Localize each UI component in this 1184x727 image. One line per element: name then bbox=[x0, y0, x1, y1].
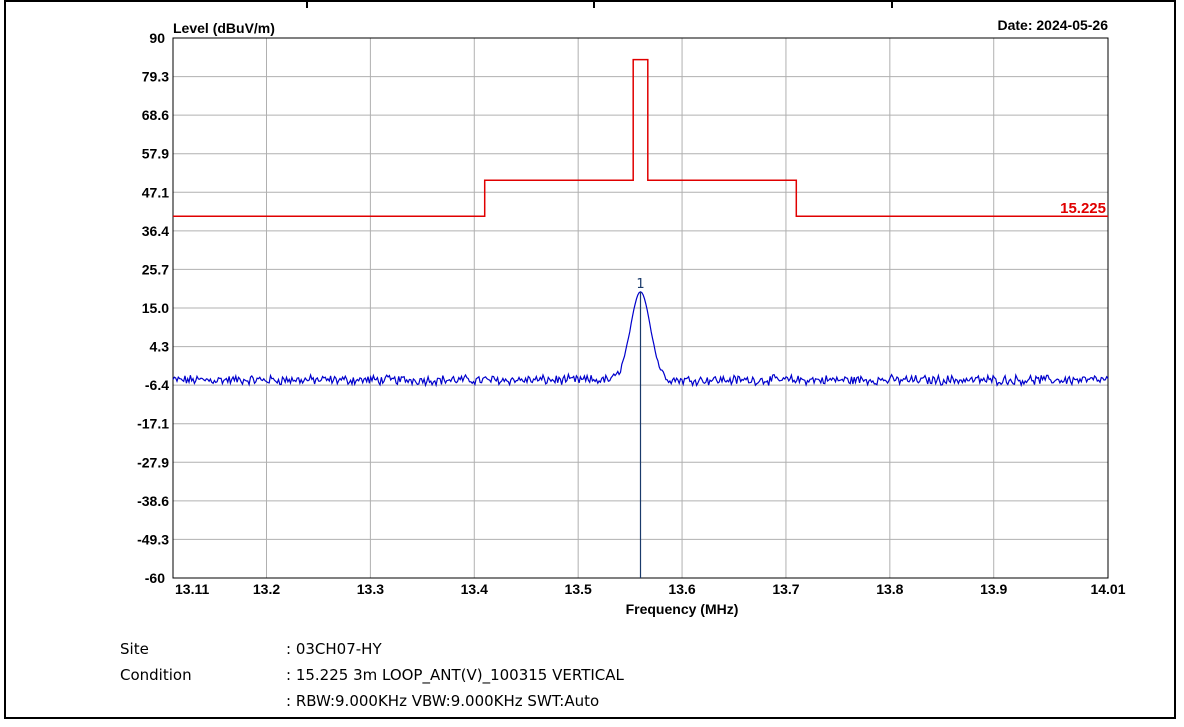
y-tick-label: 47.1 bbox=[142, 184, 169, 200]
x-tick-label: 13.9 bbox=[980, 581, 1007, 597]
y-tick-label: 36.4 bbox=[142, 223, 169, 239]
limit-label: 15.225 bbox=[1060, 200, 1106, 217]
x-tick-label: 13.2 bbox=[253, 581, 280, 597]
x-tick-label: 13.8 bbox=[876, 581, 903, 597]
y-tick-label: -38.6 bbox=[137, 493, 169, 509]
top-divider bbox=[593, 0, 595, 8]
condition-label: Condition bbox=[120, 666, 192, 684]
limit-line bbox=[173, 58, 1108, 217]
top-divider bbox=[306, 0, 308, 8]
x-axis-title: Frequency (MHz) bbox=[626, 601, 739, 617]
y-tick-labels: 90 79.3 68.6 57.9 47.1 36.4 25.7 15.0 4.3 -6.4 -17… bbox=[137, 30, 169, 586]
report-frame bbox=[4, 0, 1176, 719]
x-tick-label: 13.7 bbox=[772, 581, 799, 597]
x-tick-label: 14.01 bbox=[1090, 581, 1125, 597]
y-tick-label: 15.0 bbox=[142, 300, 169, 316]
settings-value: : RBW:9.000KHz VBW:9.000KHz SWT:Auto bbox=[286, 692, 600, 710]
y-tick-label: -60 bbox=[145, 570, 165, 586]
y-tick-label: -49.3 bbox=[137, 531, 169, 547]
site-value: : 03CH07-HY bbox=[286, 640, 382, 658]
marker-label: 1 bbox=[636, 277, 644, 292]
date-label: Date: 2024-05-26 bbox=[997, 17, 1108, 33]
x-tick-label: 13.6 bbox=[668, 581, 695, 597]
y-tick-label: 4.3 bbox=[150, 339, 170, 355]
top-divider bbox=[891, 0, 893, 8]
y-axis-title: Level (dBuV/m) bbox=[173, 20, 275, 36]
x-tick-label: 13.4 bbox=[461, 581, 488, 597]
condition-value: : 15.225 3m LOOP_ANT(V)_100315 VERTICAL bbox=[286, 666, 624, 684]
x-tick-label: 13.5 bbox=[565, 581, 592, 597]
y-tick-label: -27.9 bbox=[137, 454, 169, 470]
x-tick-label: 13.11 bbox=[175, 581, 209, 597]
site-label: Site bbox=[120, 640, 149, 658]
y-tick-label: 90 bbox=[149, 30, 165, 46]
y-tick-label: 68.6 bbox=[142, 107, 169, 123]
y-tick-label: 79.3 bbox=[142, 69, 169, 85]
x-tick-label: 13.3 bbox=[357, 581, 384, 597]
y-tick-label: 25.7 bbox=[142, 261, 169, 277]
y-tick-label: -17.1 bbox=[137, 416, 169, 432]
y-tick-label: -6.4 bbox=[145, 377, 169, 393]
x-tick-labels: 13.11 13.2 13.3 13.4 13.5 13.6 13.7 13.8 13.9 14.… bbox=[175, 581, 1126, 597]
y-tick-label: 57.9 bbox=[142, 146, 169, 162]
